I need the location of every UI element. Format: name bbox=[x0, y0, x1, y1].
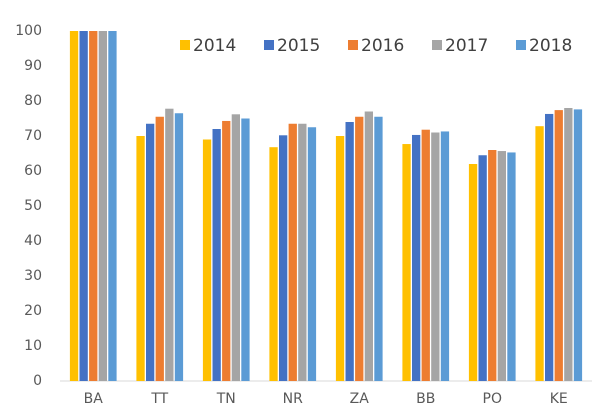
bar bbox=[136, 136, 145, 381]
bar bbox=[155, 116, 164, 381]
bar bbox=[146, 123, 155, 381]
legend-swatch bbox=[348, 40, 358, 50]
bar bbox=[355, 116, 364, 381]
legend-swatch bbox=[264, 40, 274, 50]
bar bbox=[69, 31, 79, 381]
bar bbox=[554, 110, 563, 381]
bar bbox=[402, 144, 411, 381]
legend-label: 2018 bbox=[529, 36, 572, 56]
y-tick-label: 50 bbox=[24, 198, 42, 214]
bar bbox=[545, 113, 554, 381]
y-tick-label: 90 bbox=[24, 58, 42, 74]
bar bbox=[364, 111, 373, 381]
y-tick-label: 100 bbox=[15, 23, 42, 39]
bar bbox=[307, 127, 317, 381]
bar bbox=[345, 122, 354, 381]
legend-label: 2017 bbox=[445, 36, 488, 56]
bar bbox=[478, 155, 487, 381]
bar bbox=[269, 147, 278, 381]
bar bbox=[98, 31, 107, 381]
bar bbox=[335, 136, 345, 381]
x-tick-label: BA bbox=[84, 391, 104, 407]
bar bbox=[507, 152, 516, 381]
bar bbox=[497, 151, 506, 381]
x-tick-label: TT bbox=[150, 391, 168, 407]
legend-label: 2015 bbox=[277, 36, 320, 56]
legend-swatch bbox=[180, 40, 190, 50]
bar bbox=[165, 108, 174, 381]
x-tick-label: KE bbox=[550, 391, 568, 407]
bar bbox=[535, 126, 544, 381]
y-tick-label: 70 bbox=[24, 128, 42, 144]
bar bbox=[573, 109, 583, 382]
legend-label: 2016 bbox=[361, 36, 404, 56]
y-tick-label: 20 bbox=[24, 303, 42, 319]
y-tick-label: 30 bbox=[24, 268, 42, 284]
bar bbox=[374, 116, 383, 381]
bar bbox=[202, 139, 212, 381]
bar bbox=[298, 123, 307, 381]
bar bbox=[79, 31, 88, 381]
x-tick-label: ZA bbox=[350, 391, 370, 407]
x-tick-label: NR bbox=[283, 391, 303, 407]
bar bbox=[89, 31, 98, 381]
bar bbox=[212, 129, 221, 381]
x-tick-label: PO bbox=[483, 391, 502, 407]
legend-swatch bbox=[432, 40, 442, 50]
bar bbox=[222, 120, 231, 381]
bar bbox=[468, 164, 478, 381]
bar bbox=[288, 123, 297, 381]
bar bbox=[564, 108, 573, 381]
y-tick-label: 80 bbox=[24, 93, 42, 109]
bar bbox=[174, 113, 184, 381]
bar bbox=[440, 131, 450, 381]
y-tick-label: 40 bbox=[24, 233, 42, 249]
bar bbox=[108, 31, 117, 381]
bar bbox=[431, 132, 440, 381]
bar bbox=[231, 114, 240, 382]
legend-swatch bbox=[516, 40, 526, 50]
y-tick-label: 10 bbox=[24, 338, 42, 354]
bar bbox=[421, 129, 430, 381]
x-tick-label: BB bbox=[416, 391, 435, 407]
bar bbox=[279, 135, 288, 381]
y-tick-label: 60 bbox=[24, 163, 42, 179]
bar bbox=[412, 134, 421, 381]
x-tick-label: TN bbox=[216, 391, 236, 407]
bar bbox=[241, 118, 250, 381]
y-tick-label: 0 bbox=[33, 373, 42, 389]
bar bbox=[488, 150, 497, 381]
legend-label: 2014 bbox=[193, 36, 236, 56]
